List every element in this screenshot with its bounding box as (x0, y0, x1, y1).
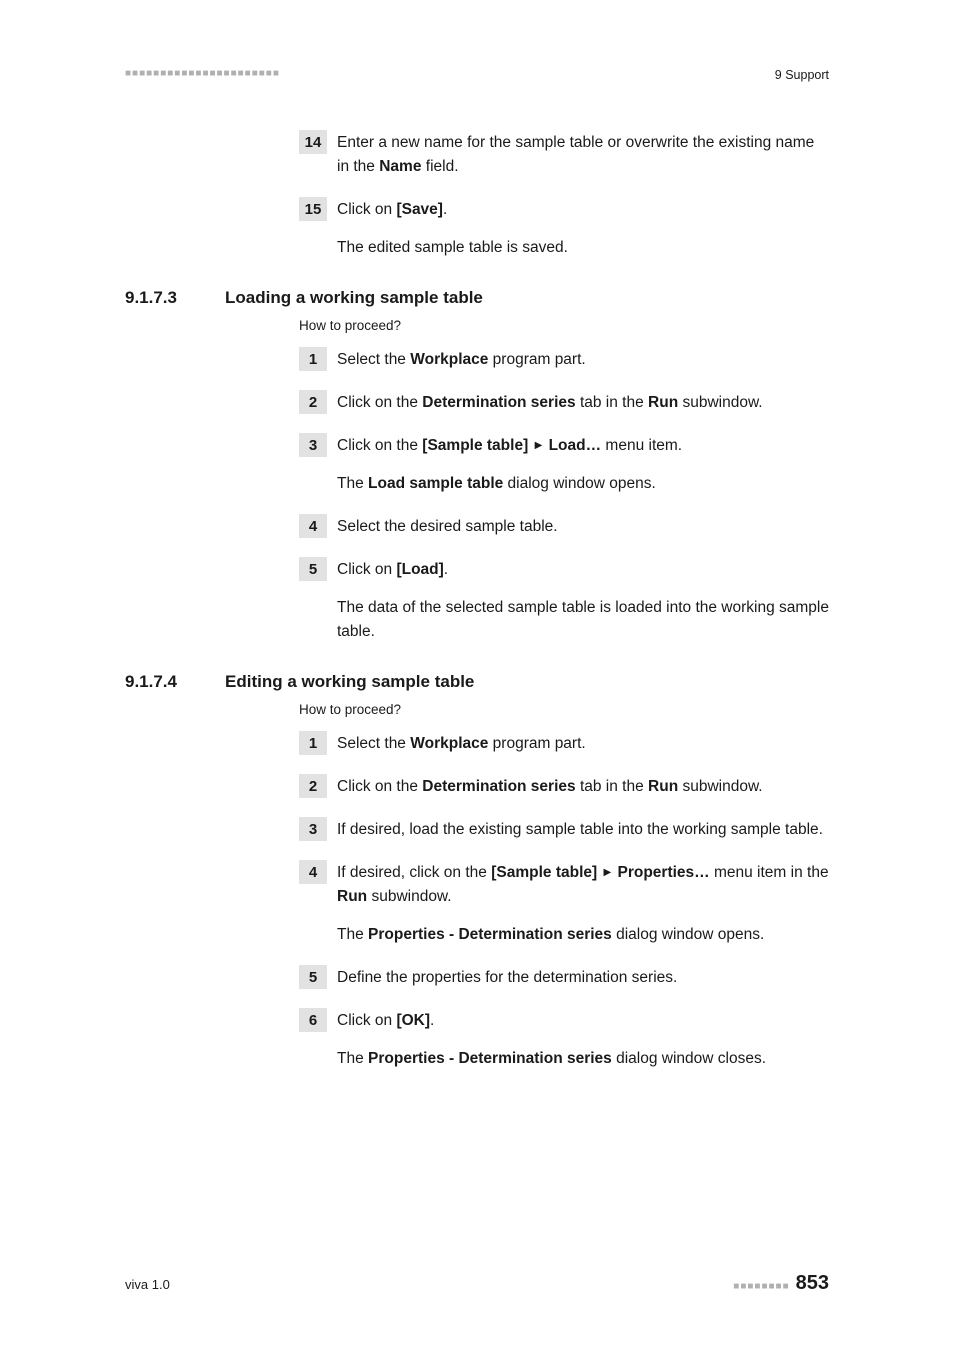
bold-term: Name (379, 158, 421, 175)
bold-term: Load… (549, 437, 602, 454)
footer-right: ■■■■■■■■ 853 (733, 1272, 829, 1295)
step-body: If desired, load the existing sample tab… (337, 817, 829, 842)
step-text: Click on the Determination series tab in… (337, 391, 829, 415)
bold-term: [Sample table] (422, 437, 528, 454)
step-text: Click on [Save]. (337, 198, 829, 222)
footer-decoration: ■■■■■■■■ (733, 1281, 789, 1292)
section-number: 9.1.7.4 (125, 672, 225, 692)
numbered-step: 15 Click on [Save]. The edited sample tabl… (299, 197, 829, 260)
step-text: Select the Workplace program part. (337, 348, 829, 372)
numbered-step: 4 If desired, click on the [Sample table]… (299, 860, 829, 947)
steps-s1: 1 Select the Workplace program part. 2 Clic… (299, 347, 829, 644)
step-body: Click on [Save]. The edited sample table … (337, 197, 829, 260)
step-text: If desired, load the existing sample tab… (337, 818, 829, 842)
numbered-step: 5 Click on [Load]. The data of the selecte… (299, 557, 829, 644)
step-number: 5 (299, 965, 327, 989)
step-number: 3 (299, 433, 327, 457)
steps-s2: 1 Select the Workplace program part. 2 Clic… (299, 731, 829, 1071)
header-decoration: ■■■■■■■■■■■■■■■■■■■■■■ (125, 68, 280, 79)
step-text: The Properties - Determination series di… (337, 1047, 829, 1071)
numbered-step: 1 Select the Workplace program part. (299, 347, 829, 372)
step-text: Select the Workplace program part. (337, 732, 829, 756)
step-number: 5 (299, 557, 327, 581)
step-text: The Properties - Determination series di… (337, 923, 829, 947)
bold-term: Workplace (410, 735, 488, 752)
page-footer: viva 1.0 ■■■■■■■■ 853 (125, 1272, 829, 1295)
bold-term: Properties - Determination series (368, 926, 612, 943)
numbered-step: 14 Enter a new name for the sample table … (299, 130, 829, 179)
step-body: Click on the Determination series tab in… (337, 390, 829, 415)
step-body: Click on the Determination series tab in… (337, 774, 829, 799)
howto-label: How to proceed? (299, 702, 829, 717)
step-body: Define the properties for the determinat… (337, 965, 829, 990)
step-text: The data of the selected sample table is… (337, 596, 829, 644)
step-number: 6 (299, 1008, 327, 1032)
numbered-step: 5 Define the properties for the determina… (299, 965, 829, 990)
bold-term: Determination series (422, 394, 575, 411)
step-number: 1 (299, 731, 327, 755)
step-number: 15 (299, 197, 327, 221)
section-title: Loading a working sample table (225, 288, 483, 308)
step-body: Click on [OK]. The Properties - Determina… (337, 1008, 829, 1071)
section-number: 9.1.7.3 (125, 288, 225, 308)
step-text: Click on the [Sample table] ▶ Load… menu… (337, 434, 829, 458)
step-text: The Load sample table dialog window open… (337, 472, 829, 496)
bold-term: Properties - Determination series (368, 1050, 612, 1067)
step-text: Define the properties for the determinat… (337, 966, 829, 990)
bold-term: [Load] (396, 561, 443, 578)
numbered-step: 2 Click on the Determination series tab i… (299, 390, 829, 415)
step-text: Select the desired sample table. (337, 515, 829, 539)
step-number: 2 (299, 390, 327, 414)
bold-term: Properties… (618, 864, 710, 881)
numbered-step: 3 Click on the [Sample table] ▶ Load… men… (299, 433, 829, 496)
bold-term: [Save] (396, 201, 443, 218)
step-body: Click on [Load]. The data of the selected… (337, 557, 829, 644)
step-body: Select the Workplace program part. (337, 731, 829, 756)
howto-label: How to proceed? (299, 318, 829, 333)
bold-term: [OK] (396, 1012, 430, 1029)
bold-term: Workplace (410, 351, 488, 368)
menu-separator-icon: ▶ (533, 438, 545, 454)
numbered-step: 2 Click on the Determination series tab i… (299, 774, 829, 799)
section-heading-9173: 9.1.7.3 Loading a working sample table (125, 288, 829, 308)
step-text: Click on [Load]. (337, 558, 829, 582)
section-title: Editing a working sample table (225, 672, 474, 692)
header-chapter: 9 Support (775, 68, 829, 82)
section-heading-9174: 9.1.7.4 Editing a working sample table (125, 672, 829, 692)
step-text: Click on [OK]. (337, 1009, 829, 1033)
bold-term: Run (337, 888, 367, 905)
step-text: Enter a new name for the sample table or… (337, 131, 829, 179)
step-body: If desired, click on the [Sample table] … (337, 860, 829, 947)
numbered-step: 4 Select the desired sample table. (299, 514, 829, 539)
step-body: Click on the [Sample table] ▶ Load… menu… (337, 433, 829, 496)
step-number: 1 (299, 347, 327, 371)
numbered-step: 3 If desired, load the existing sample ta… (299, 817, 829, 842)
step-number: 4 (299, 514, 327, 538)
step-text: If desired, click on the [Sample table] … (337, 861, 829, 909)
step-number: 4 (299, 860, 327, 884)
menu-separator-icon: ▶ (601, 865, 613, 881)
page-content: 14Enter a new name for the sample table … (125, 65, 829, 1071)
step-number: 2 (299, 774, 327, 798)
step-body: Select the Workplace program part. (337, 347, 829, 372)
step-number: 3 (299, 817, 327, 841)
footer-product: viva 1.0 (125, 1277, 170, 1292)
bold-term: Determination series (422, 778, 575, 795)
bold-term: Run (648, 394, 678, 411)
bold-term: Run (648, 778, 678, 795)
bold-term: Load sample table (368, 475, 503, 492)
step-text: Click on the Determination series tab in… (337, 775, 829, 799)
step-number: 14 (299, 130, 327, 154)
steps-continued: 14 Enter a new name for the sample table … (299, 130, 829, 260)
page-number: 853 (796, 1272, 829, 1295)
bold-term: [Sample table] (491, 864, 597, 881)
step-body: Select the desired sample table. (337, 514, 829, 539)
numbered-step: 1 Select the Workplace program part. (299, 731, 829, 756)
numbered-step: 6 Click on [OK]. The Properties - Determin… (299, 1008, 829, 1071)
step-text: The edited sample table is saved. (337, 236, 829, 260)
step-body: Enter a new name for the sample table or… (337, 130, 829, 179)
